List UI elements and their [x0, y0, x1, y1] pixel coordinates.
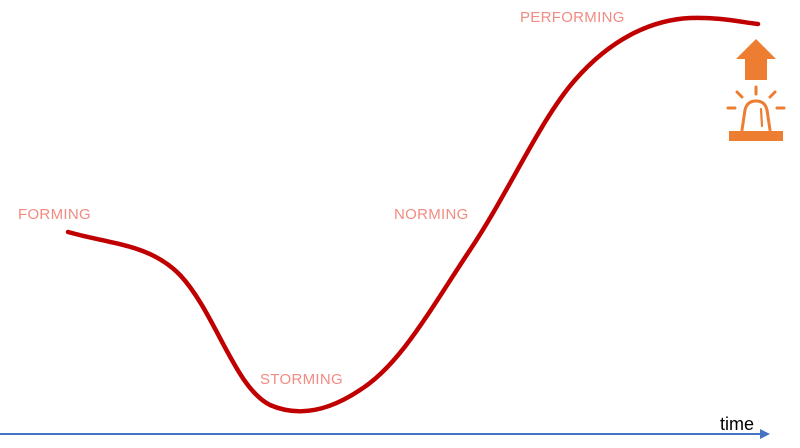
time-axis-label: time	[720, 414, 754, 434]
time-axis-arrowhead	[760, 429, 770, 439]
performance-curve	[65, 15, 761, 414]
time-axis	[0, 429, 770, 439]
siren-icon	[726, 85, 786, 141]
stage-label-storming: STORMING	[260, 371, 343, 388]
stage-label-norming: NORMING	[394, 206, 469, 223]
stage-label-performing: PERFORMING	[520, 9, 625, 26]
stage-label-forming: FORMING	[18, 206, 91, 223]
up-arrow-icon	[736, 39, 776, 80]
